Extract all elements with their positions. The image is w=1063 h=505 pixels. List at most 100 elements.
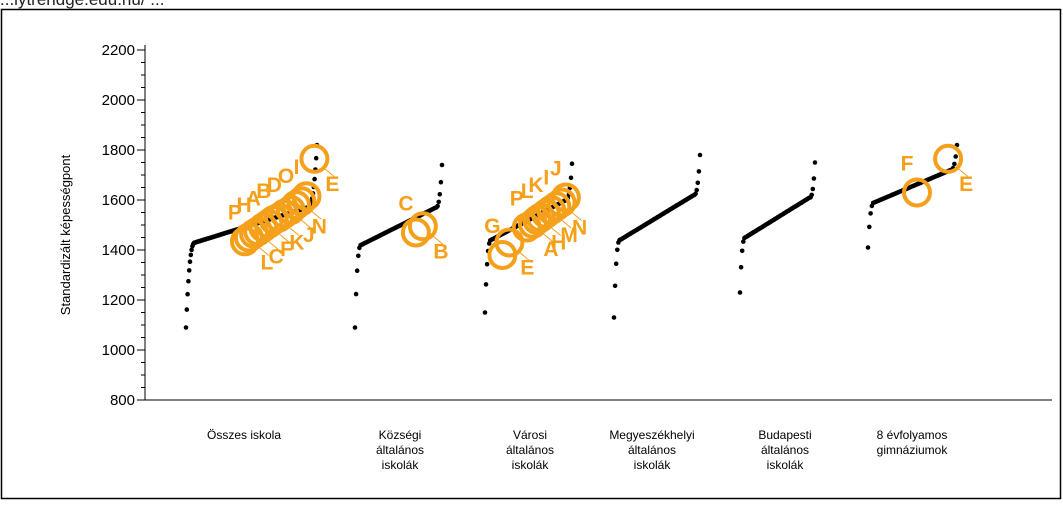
data-point xyxy=(867,224,872,230)
y-tick-label: 2000 xyxy=(102,92,135,109)
data-point xyxy=(188,252,194,258)
highlight-label: D xyxy=(267,174,282,197)
highlight-marker xyxy=(400,217,431,248)
data-point xyxy=(739,248,745,254)
category-label: Községi xyxy=(379,428,422,442)
top-caption: ...lytrendge.edu.hu/ ... xyxy=(0,0,164,10)
highlight-label: J xyxy=(303,224,315,247)
highlight-label: J xyxy=(550,158,562,181)
highlight-label: G xyxy=(484,215,500,238)
highlight-label: I xyxy=(543,166,549,189)
highlight-label: L xyxy=(260,252,273,275)
data-point xyxy=(868,211,873,216)
highlight-marker xyxy=(407,211,438,242)
y-tick-label: 1400 xyxy=(102,242,135,259)
data-point xyxy=(353,291,359,297)
data-point xyxy=(741,239,746,244)
highlight-label: N xyxy=(312,215,327,238)
category-label: általános xyxy=(506,443,554,457)
data-point xyxy=(569,161,575,166)
highlight-leader xyxy=(955,166,969,178)
highlight-leader xyxy=(517,250,530,261)
category-label: általános xyxy=(761,443,809,457)
data-point xyxy=(183,325,189,330)
highlight-marker xyxy=(299,143,330,174)
data-point xyxy=(613,261,619,267)
highlight-label: F xyxy=(280,238,293,261)
highlight-label: H xyxy=(551,232,566,255)
highlight-marker xyxy=(546,187,577,218)
data-point xyxy=(436,199,442,205)
highlight-label: P xyxy=(510,188,524,211)
category-label: iskolák xyxy=(382,458,420,472)
y-tick-label: 800 xyxy=(110,392,135,409)
highlight-marker xyxy=(550,182,581,213)
highlight-label: M xyxy=(560,224,578,247)
category-label: Megyeszékhelyi xyxy=(609,428,694,442)
data-point xyxy=(611,315,617,320)
highlight-marker xyxy=(933,143,964,174)
y-tick-label: 1800 xyxy=(102,142,135,159)
data-point xyxy=(953,154,958,159)
highlight-label: B xyxy=(433,240,448,263)
highlight-label: B xyxy=(256,180,271,203)
data-point xyxy=(696,169,702,174)
highlight-leader xyxy=(322,166,335,178)
highlight-label: E xyxy=(325,173,339,196)
data-point xyxy=(189,247,194,253)
data-point xyxy=(184,307,190,312)
category-label: iskolák xyxy=(512,458,550,472)
data-point xyxy=(952,161,957,167)
data-point xyxy=(809,192,814,198)
outer-border xyxy=(0,8,1062,500)
highlight-label: N xyxy=(572,217,587,240)
data-point xyxy=(484,261,490,267)
data-point xyxy=(356,253,361,259)
category-label: Összes iskola xyxy=(207,428,281,442)
data-point xyxy=(437,192,443,197)
data-point xyxy=(697,152,703,158)
category-label: Budapesti xyxy=(758,428,811,442)
highlight-leader xyxy=(430,233,444,245)
highlight-label: A xyxy=(246,188,261,211)
highlight-marker xyxy=(494,227,525,258)
data-point xyxy=(737,290,743,295)
data-point xyxy=(811,176,817,181)
highlight-label: L xyxy=(521,180,534,203)
highlight-label: K xyxy=(528,174,543,197)
category-label: gimnáziumok xyxy=(877,443,949,457)
y-tick-label: 2200 xyxy=(102,42,135,59)
y-tick-label: 1200 xyxy=(102,292,135,309)
highlight-label: K xyxy=(289,232,304,255)
data-point xyxy=(812,160,818,165)
data-point xyxy=(738,265,744,270)
category-label: általános xyxy=(628,443,676,457)
highlight-label: E xyxy=(520,257,534,280)
data-point xyxy=(482,310,488,315)
y-tick-label: 1600 xyxy=(102,192,135,209)
highlight-label: I xyxy=(294,156,300,179)
highlight-label: H xyxy=(237,194,252,217)
data-point xyxy=(693,191,698,196)
y-tick-label: 1000 xyxy=(102,342,135,359)
highlight-label: A xyxy=(543,238,558,261)
data-point xyxy=(615,247,620,253)
data-point xyxy=(483,282,489,287)
highlight-label: O xyxy=(278,165,294,188)
data-point xyxy=(313,155,319,161)
highlight-marker xyxy=(902,177,932,208)
category-label: Városi xyxy=(513,428,547,442)
category-label: általános xyxy=(376,443,424,457)
highlight-label: F xyxy=(901,153,914,176)
data-point xyxy=(186,278,191,284)
category-label: 8 évfolyamos xyxy=(877,428,948,442)
highlight-label: P xyxy=(228,201,242,224)
y-axis-title: Standardizált képességpont xyxy=(58,154,73,315)
data-point xyxy=(695,180,701,186)
data-point xyxy=(439,162,445,168)
data-point xyxy=(186,268,192,273)
data-point xyxy=(185,291,190,297)
